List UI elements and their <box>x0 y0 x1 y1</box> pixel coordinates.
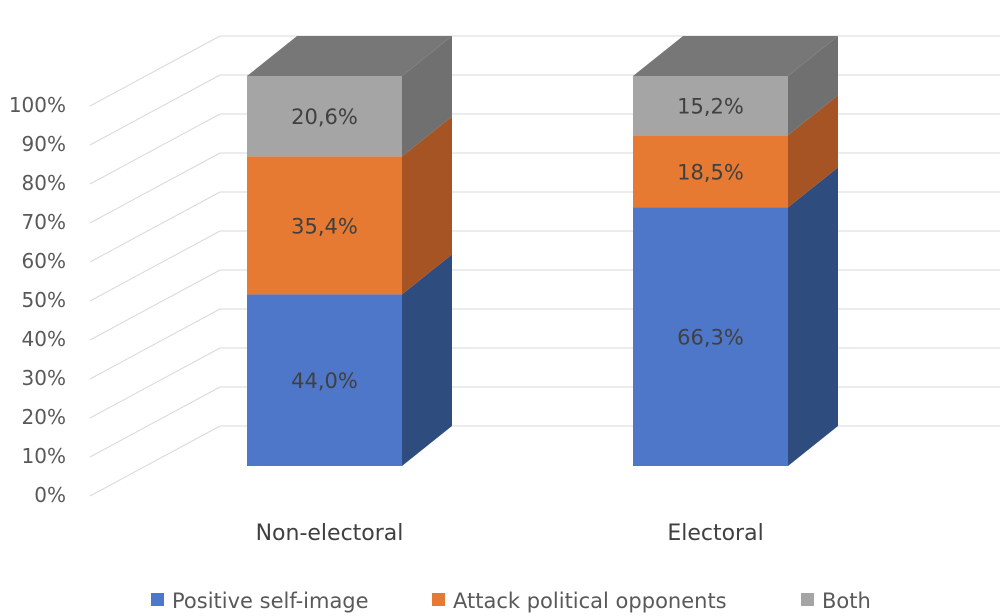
bar-segment-front <box>247 294 402 466</box>
y-tick-label: 90% <box>22 132 66 156</box>
legend-swatch <box>432 593 445 606</box>
gridline-diagonal <box>89 113 221 185</box>
gridline-diagonal <box>89 74 221 146</box>
category-label: Non-electoral <box>256 521 404 546</box>
gridline-diagonal <box>89 269 221 341</box>
bar-segment-front <box>247 156 402 295</box>
data-label: 20,6% <box>291 105 358 129</box>
gridlines <box>89 35 1000 497</box>
y-tick-label: 0% <box>34 483 66 507</box>
gridline-diagonal <box>89 35 221 107</box>
y-tick-label: 80% <box>22 171 66 195</box>
y-tick-label: 60% <box>22 249 66 273</box>
y-tick-label: 70% <box>22 210 66 234</box>
y-tick-label: 10% <box>22 444 66 468</box>
gridline-diagonal <box>89 230 221 302</box>
gridline-diagonal <box>89 191 221 263</box>
gridline-diagonal <box>89 152 221 224</box>
y-tick-label: 20% <box>22 405 66 429</box>
x-axis-categories: Non-electoral Electoral <box>256 521 764 546</box>
bars: 44,0% 35,4% 20,6% 66,3% 18,5% 15,2% <box>247 36 838 466</box>
gridline-diagonal <box>89 425 221 497</box>
legend-label: Both <box>822 589 871 613</box>
bar-segment-side <box>788 36 838 136</box>
y-tick-label: 30% <box>22 366 66 390</box>
y-tick-label: 40% <box>22 327 66 351</box>
gridline-diagonal <box>89 386 221 458</box>
data-label: 15,2% <box>677 95 744 119</box>
legend-swatch <box>801 593 814 606</box>
bar-segment-front <box>633 135 788 208</box>
data-label: 18,5% <box>677 160 744 184</box>
bar-segment-side <box>788 95 838 208</box>
bar-top-face <box>247 36 452 76</box>
legend-label: Attack political opponents <box>453 589 727 613</box>
bar-segment-front <box>633 207 788 466</box>
gridline-diagonal <box>89 308 221 380</box>
y-axis-ticks: 0% 10% 20% 30% 40% 50% 60% 70% 80% 90% 100% <box>9 93 66 507</box>
bar-segment-front <box>247 76 402 157</box>
legend-label: Positive self-image <box>172 589 369 613</box>
bar-segment-side <box>402 254 452 466</box>
legend: Positive self-image Attack political oppo… <box>151 589 871 613</box>
data-label: 35,4% <box>291 214 358 238</box>
legend-swatch <box>151 593 164 606</box>
data-label: 44,0% <box>291 369 358 393</box>
y-tick-label: 50% <box>22 288 66 312</box>
data-label: 66,3% <box>677 326 744 350</box>
gridline-diagonal <box>89 347 221 419</box>
bar-top-face <box>633 36 838 76</box>
bar-segment-side <box>402 36 452 157</box>
y-tick-label: 100% <box>9 93 66 117</box>
bar-segment-side <box>788 167 838 466</box>
bar-segment-side <box>402 116 452 295</box>
bar-segment-front <box>633 76 788 136</box>
category-label: Electoral <box>667 521 763 546</box>
